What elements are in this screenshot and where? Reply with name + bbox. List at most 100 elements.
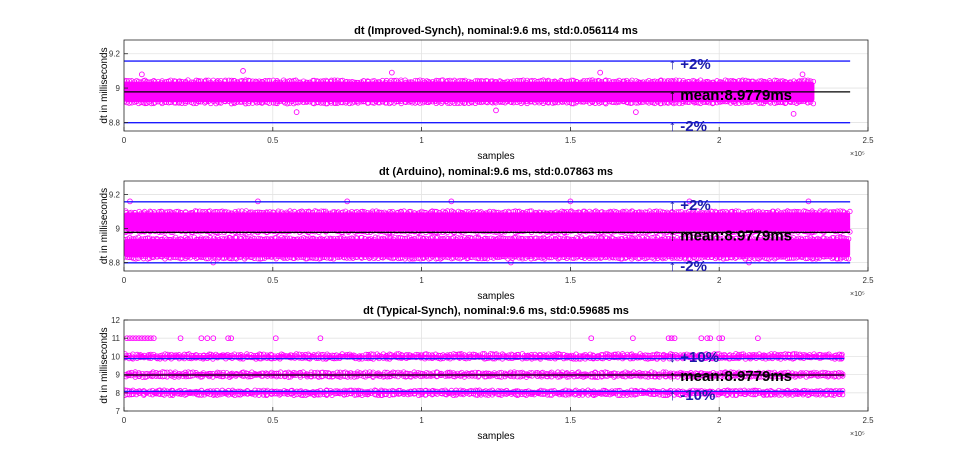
data-point — [732, 100, 739, 106]
data-point — [795, 389, 801, 396]
data-point — [411, 235, 418, 242]
data-point — [724, 210, 731, 216]
data-point — [264, 210, 271, 216]
data-point — [340, 209, 346, 215]
data-point — [821, 235, 827, 241]
data-point — [239, 78, 245, 84]
data-point — [125, 254, 131, 261]
data-point — [540, 254, 547, 261]
data-point — [833, 387, 839, 394]
data-point — [226, 77, 232, 84]
data-point — [791, 208, 798, 215]
data-point — [341, 235, 347, 241]
data-point — [361, 209, 368, 215]
data-point — [329, 392, 335, 398]
data-point — [786, 389, 793, 395]
data-point — [810, 78, 817, 85]
data-point — [187, 373, 194, 379]
data-point — [810, 210, 816, 216]
data-point — [146, 79, 152, 85]
data-point — [341, 387, 348, 394]
data-point — [813, 256, 819, 262]
data-point — [676, 228, 682, 235]
data-point — [714, 99, 720, 106]
data-point — [533, 210, 540, 216]
data-layer — [124, 60, 851, 124]
data-point — [332, 100, 339, 106]
data-point — [429, 79, 436, 85]
data-point — [388, 69, 395, 76]
data-point — [629, 208, 636, 215]
data-point — [267, 209, 273, 215]
data-point — [284, 100, 290, 107]
data-point — [529, 77, 535, 84]
data-point — [444, 208, 451, 214]
data-point — [150, 373, 156, 379]
data-point — [632, 209, 639, 216]
data-point — [133, 335, 139, 342]
data-point — [717, 99, 723, 105]
data-point — [416, 392, 422, 399]
data-point — [249, 235, 255, 241]
data-point — [233, 234, 240, 241]
data-point — [833, 370, 839, 377]
data-point — [529, 373, 535, 379]
data-point — [217, 391, 223, 398]
data-point — [766, 98, 773, 105]
x-tick-label: 1.5 — [565, 276, 577, 285]
data-point — [679, 235, 685, 241]
data-point — [673, 100, 679, 106]
data-point — [231, 100, 238, 107]
data-point — [388, 77, 394, 84]
data-point — [351, 79, 358, 85]
data-point — [346, 79, 353, 85]
chart-panel-3: 0 0.5 1 1.5 2 2.5 7 8 9 10 11 12 ×10⁵ dt (Typical-Syn… — [99, 305, 874, 442]
data-point — [359, 234, 365, 241]
data-point — [161, 392, 167, 398]
data-point — [330, 373, 337, 380]
data-point — [496, 354, 502, 361]
data-point — [170, 209, 176, 216]
data-point — [275, 208, 282, 214]
data-point — [406, 79, 412, 85]
data-point — [392, 254, 398, 261]
data-point — [228, 77, 235, 84]
data-point — [537, 228, 544, 235]
data-point — [300, 209, 306, 215]
data-point — [583, 210, 589, 216]
data-point — [661, 78, 667, 84]
data-point — [328, 100, 335, 106]
data-point — [445, 235, 452, 242]
data-point — [346, 100, 353, 107]
data-point — [757, 228, 763, 234]
data-point — [578, 79, 584, 85]
data-point — [807, 99, 814, 105]
data-point — [194, 228, 200, 234]
data-point — [428, 255, 434, 261]
data-point — [395, 209, 401, 216]
data-point — [592, 78, 598, 84]
data-point — [786, 209, 793, 215]
data-point — [201, 389, 208, 396]
data-point — [247, 78, 253, 84]
x-tick-label: 1 — [419, 136, 424, 145]
data-point — [133, 256, 139, 262]
data-point — [141, 335, 148, 342]
data-point — [652, 78, 658, 84]
data-point — [300, 99, 307, 106]
data-point — [500, 235, 506, 241]
data-point — [136, 335, 142, 342]
data-point — [537, 209, 544, 216]
data-point — [607, 208, 613, 215]
data-point — [805, 100, 811, 106]
data-point — [344, 370, 351, 377]
data-point — [378, 209, 385, 216]
data-point — [150, 369, 156, 375]
data-point — [253, 78, 259, 85]
data-point — [736, 78, 742, 84]
data-point — [698, 351, 705, 358]
data-point — [295, 236, 301, 242]
data-point — [365, 100, 372, 106]
data-point — [395, 235, 402, 241]
